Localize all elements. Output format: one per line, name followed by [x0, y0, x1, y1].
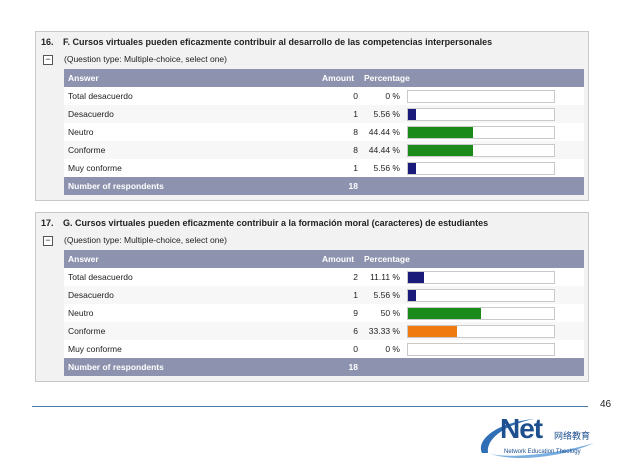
- answer-percentage: 33.33 %: [368, 326, 400, 336]
- answer-percentage: 5.56 %: [373, 163, 400, 173]
- answer-percentage: 0 %: [385, 344, 400, 354]
- answer-label: Conforme: [68, 145, 106, 155]
- answer-label: Muy conforme: [68, 163, 122, 173]
- percentage-bar: [407, 289, 555, 302]
- header-percentage: Percentage: [364, 73, 410, 83]
- answer-amount: 9: [353, 308, 358, 318]
- footer-divider: [32, 406, 588, 407]
- header-answer: Answer: [68, 73, 99, 83]
- table-header-row: Answer Amount Percentage: [64, 250, 584, 268]
- respondents-row: Number of respondents 18: [64, 358, 584, 376]
- answer-row: Neutro 9 50 %: [64, 304, 584, 322]
- header-amount: Amount: [322, 254, 355, 264]
- respondents-count: 18: [348, 181, 358, 191]
- logo-subtitle: Network Education Theology: [504, 449, 581, 455]
- answer-percentage: 5.56 %: [373, 109, 400, 119]
- answer-percentage: 5.56 %: [373, 290, 400, 300]
- percentage-bar-fill: [408, 127, 473, 138]
- answer-label: Desacuerdo: [68, 109, 114, 119]
- answer-label: Conforme: [68, 326, 106, 336]
- header-amount: Amount: [322, 73, 355, 83]
- question-number: 17.: [41, 218, 54, 228]
- percentage-bar: [407, 144, 555, 157]
- answer-row: Total desacuerdo 2 11.11 %: [64, 268, 584, 286]
- collapse-toggle-icon[interactable]: −: [43, 55, 53, 65]
- answer-row: Desacuerdo 1 5.56 %: [64, 286, 584, 304]
- answer-row: Muy conforme 1 5.56 %: [64, 159, 584, 177]
- answer-amount: 8: [353, 145, 358, 155]
- header-answer: Answer: [68, 254, 99, 264]
- answer-label: Neutro: [68, 308, 94, 318]
- answer-row: Conforme 6 33.33 %: [64, 322, 584, 340]
- percentage-bar: [407, 108, 555, 121]
- answer-percentage: 0 %: [385, 91, 400, 101]
- logo-wordmark: Net: [500, 413, 543, 444]
- percentage-bar-fill: [408, 290, 417, 301]
- question-text: F. Cursos virtuales pueden eficazmente c…: [63, 37, 493, 47]
- results-table: Answer Amount Percentage Total desacuerd…: [64, 69, 584, 195]
- respondents-row: Number of respondents 18: [64, 177, 584, 195]
- answer-row: Total desacuerdo 0 0 %: [64, 87, 584, 105]
- answer-label: Neutro: [68, 127, 94, 137]
- percentage-bar: [407, 90, 555, 103]
- question-title: 16. F. Cursos virtuales pueden eficazment…: [41, 37, 492, 47]
- percentage-bar: [407, 343, 555, 356]
- percentage-bar: [407, 307, 555, 320]
- answer-amount: 6: [353, 326, 358, 336]
- question-number: 16.: [41, 37, 54, 47]
- answer-label: Total desacuerdo: [68, 272, 133, 282]
- percentage-bar-fill: [408, 272, 425, 283]
- percentage-bar: [407, 271, 555, 284]
- percentage-bar-fill: [408, 163, 417, 174]
- question-type-note: (Question type: Multiple-choice, select …: [64, 235, 227, 245]
- answer-percentage: 11.11 %: [370, 272, 400, 282]
- answer-amount: 1: [353, 109, 358, 119]
- answer-row: Conforme 8 44.44 %: [64, 141, 584, 159]
- percentage-bar-fill: [408, 109, 417, 120]
- answer-percentage: 50 %: [380, 308, 400, 318]
- percentage-bar: [407, 126, 555, 139]
- respondents-count: 18: [348, 362, 358, 372]
- answer-label: Muy conforme: [68, 344, 122, 354]
- question-17-panel: 17. G. Cursos virtuales pueden eficazment…: [35, 212, 589, 382]
- percentage-bar-fill: [408, 326, 457, 337]
- question-text: G. Cursos virtuales pueden eficazmente c…: [63, 218, 489, 228]
- answer-amount: 1: [353, 290, 358, 300]
- collapse-toggle-icon[interactable]: −: [43, 236, 53, 246]
- page-number: 46: [600, 399, 612, 410]
- net-logo: Net 网络教育 Network Education Theology: [474, 413, 614, 463]
- percentage-bar: [407, 162, 555, 175]
- answer-percentage: 44.44 %: [368, 127, 400, 137]
- answer-amount: 0: [353, 91, 358, 101]
- question-title: 17. G. Cursos virtuales pueden eficazment…: [41, 218, 488, 228]
- answer-row: Desacuerdo 1 5.56 %: [64, 105, 584, 123]
- respondents-label: Number of respondents: [68, 362, 164, 372]
- percentage-bar: [407, 325, 555, 338]
- header-percentage: Percentage: [364, 254, 410, 264]
- answer-label: Desacuerdo: [68, 290, 114, 300]
- logo-chinese-text: 网络教育: [554, 431, 591, 441]
- answer-row: Neutro 8 44.44 %: [64, 123, 584, 141]
- answer-amount: 1: [353, 163, 358, 173]
- percentage-bar-fill: [408, 308, 481, 319]
- answer-amount: 0: [353, 344, 358, 354]
- answer-amount: 2: [353, 272, 358, 282]
- answer-percentage: 44.44 %: [368, 145, 400, 155]
- answer-amount: 8: [353, 127, 358, 137]
- logo-swoosh-icon: [480, 419, 594, 458]
- answer-row: Muy conforme 0 0 %: [64, 340, 584, 358]
- table-header-row: Answer Amount Percentage: [64, 69, 584, 87]
- question-type-note: (Question type: Multiple-choice, select …: [64, 54, 227, 64]
- question-16-panel: 16. F. Cursos virtuales pueden eficazment…: [35, 31, 589, 201]
- percentage-bar-fill: [408, 145, 473, 156]
- results-table: Answer Amount Percentage Total desacuerd…: [64, 250, 584, 376]
- answer-label: Total desacuerdo: [68, 91, 133, 101]
- respondents-label: Number of respondents: [68, 181, 164, 191]
